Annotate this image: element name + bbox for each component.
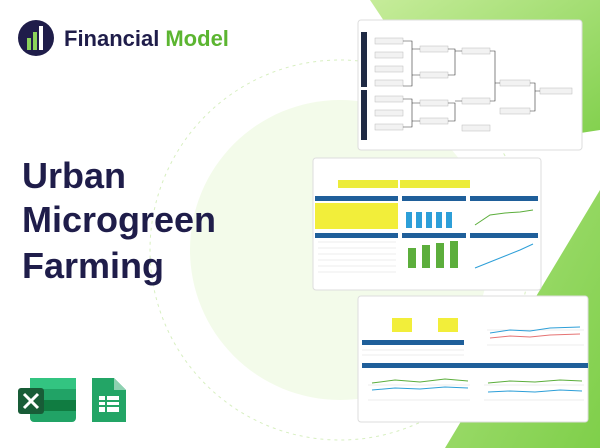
title-line: Microgreen (22, 199, 216, 240)
logo-primary: Financial (64, 26, 159, 51)
title-line: Farming (22, 245, 164, 286)
screenshot-tree (357, 19, 583, 151)
logo-secondary: Model (165, 26, 229, 51)
title-line: Urban (22, 155, 126, 196)
excel-icon (18, 378, 76, 422)
screenshot-charts (357, 295, 589, 423)
screenshot-dashboard (312, 157, 542, 291)
sheets-icon (92, 378, 126, 422)
logo: Financial Model (18, 20, 229, 56)
